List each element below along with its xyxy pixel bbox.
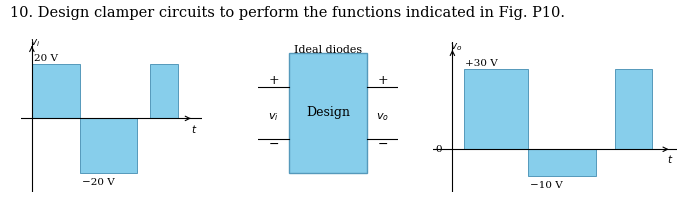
Text: $v_o$: $v_o$ [376, 111, 389, 123]
Text: $t$: $t$ [191, 122, 198, 135]
Text: Ideal diodes: Ideal diodes [294, 45, 362, 55]
Bar [80, 119, 137, 173]
Text: 0: 0 [436, 145, 443, 154]
Text: $t$: $t$ [667, 153, 674, 165]
Text: +: + [268, 74, 279, 87]
Bar [32, 64, 80, 119]
Bar [150, 64, 179, 119]
Bar [289, 53, 367, 173]
Text: 10. Design clamper circuits to perform the functions indicated in Fig. P10.: 10. Design clamper circuits to perform t… [10, 6, 565, 20]
Text: −10 V: −10 V [530, 181, 563, 190]
Text: $-$: $-$ [268, 137, 279, 150]
Text: $v_i$: $v_i$ [30, 37, 40, 49]
Text: +30 V: +30 V [465, 59, 498, 68]
Bar [463, 69, 528, 149]
Text: $v_o$: $v_o$ [450, 41, 462, 52]
Text: $v_i$: $v_i$ [268, 111, 279, 123]
Text: $-$: $-$ [377, 137, 388, 150]
Text: Design: Design [306, 106, 350, 119]
Bar [615, 69, 652, 149]
Bar [528, 149, 595, 176]
Text: −20 V: −20 V [82, 178, 115, 187]
Text: +: + [377, 74, 388, 87]
Text: 20 V: 20 V [34, 54, 58, 63]
